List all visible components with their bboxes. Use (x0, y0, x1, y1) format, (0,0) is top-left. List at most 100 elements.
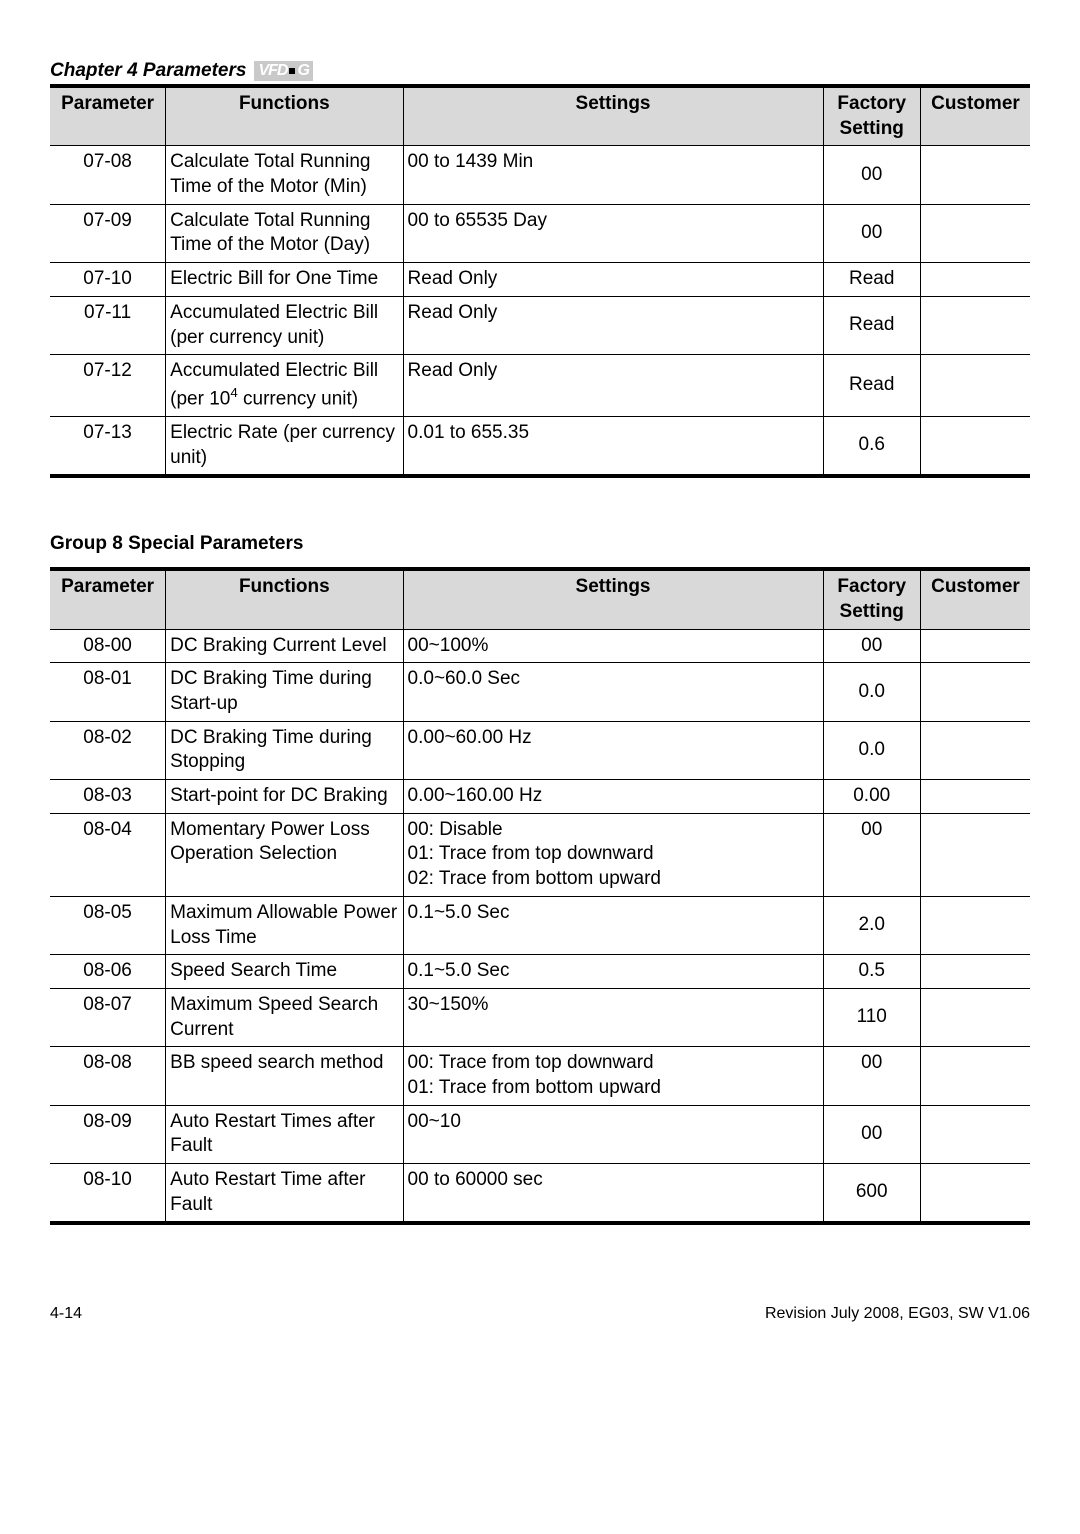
settings-cell: 0.00~160.00 Hz (403, 780, 823, 814)
parameter-cell: 08-01 (50, 663, 166, 721)
table-row: 08-10Auto Restart Time after Fault00 to … (50, 1164, 1030, 1224)
page-number: 4-14 (50, 1305, 82, 1323)
function-cell: Speed Search Time (166, 955, 403, 989)
factory-setting-cell: 0.0 (823, 721, 920, 779)
customer-cell (920, 629, 1030, 663)
settings-cell: 0.1~5.0 Sec (403, 896, 823, 954)
settings-cell: 0.1~5.0 Sec (403, 955, 823, 989)
factory-setting-cell: 00 (823, 1047, 920, 1105)
settings-cell: 0.0~60.0 Sec (403, 663, 823, 721)
parameter-cell: 07-12 (50, 355, 166, 417)
factory-setting-cell: 00 (823, 204, 920, 262)
factory-setting-cell: 0.6 (823, 416, 920, 476)
function-cell: DC Braking Current Level (166, 629, 403, 663)
parameter-cell: 08-06 (50, 955, 166, 989)
customer-cell (920, 813, 1030, 896)
factory-setting-cell: Read (823, 296, 920, 354)
table-row: 07-12Accumulated Electric Bill (per 104 … (50, 355, 1030, 417)
col-functions: Functions (166, 569, 403, 629)
parameter-cell: 08-10 (50, 1164, 166, 1224)
customer-cell (920, 204, 1030, 262)
parameter-cell: 07-09 (50, 204, 166, 262)
customer-cell (920, 355, 1030, 417)
col-settings: Settings (403, 86, 823, 146)
factory-setting-cell: 00 (823, 813, 920, 896)
function-cell: Calculate Total Running Time of the Moto… (166, 204, 403, 262)
col-settings: Settings (403, 569, 823, 629)
parameter-cell: 08-07 (50, 988, 166, 1046)
col-customer: Customer (920, 86, 1030, 146)
table-row: 08-06Speed Search Time0.1~5.0 Sec0.5 (50, 955, 1030, 989)
function-cell: DC Braking Time during Stopping (166, 721, 403, 779)
customer-cell (920, 988, 1030, 1046)
customer-cell (920, 721, 1030, 779)
col-functions: Functions (166, 86, 403, 146)
parameter-table-group8: Parameter Functions Settings Factory Set… (50, 567, 1030, 1225)
table-row: 07-08Calculate Total Running Time of the… (50, 146, 1030, 204)
parameter-cell: 08-05 (50, 896, 166, 954)
factory-setting-cell: 00 (823, 1105, 920, 1163)
chapter-title: Chapter 4 Parameters (50, 60, 246, 82)
function-cell: Start-point for DC Braking (166, 780, 403, 814)
function-cell: Accumulated Electric Bill (per 104 curre… (166, 355, 403, 417)
settings-cell: 00: Trace from top downward 01: Trace fr… (403, 1047, 823, 1105)
factory-setting-cell: 00 (823, 629, 920, 663)
function-cell: BB speed search method (166, 1047, 403, 1105)
function-cell: Momentary Power Loss Operation Selection (166, 813, 403, 896)
table-row: 08-00DC Braking Current Level00~100%00 (50, 629, 1030, 663)
table-row: 07-10Electric Bill for One TimeRead Only… (50, 263, 1030, 297)
table-row: 08-04Momentary Power Loss Operation Sele… (50, 813, 1030, 896)
brand-logo: VFDG (254, 61, 312, 81)
parameter-cell: 08-08 (50, 1047, 166, 1105)
table-row: 08-05Maximum Allowable Power Loss Time0.… (50, 896, 1030, 954)
factory-setting-cell: 110 (823, 988, 920, 1046)
parameter-cell: 07-11 (50, 296, 166, 354)
col-parameter: Parameter (50, 569, 166, 629)
customer-cell (920, 1164, 1030, 1224)
customer-cell (920, 896, 1030, 954)
page-footer: 4-14 Revision July 2008, EG03, SW V1.06 (50, 1305, 1030, 1323)
table-header-row: Parameter Functions Settings Factory Set… (50, 86, 1030, 146)
table-row: 08-09Auto Restart Times after Fault00~10… (50, 1105, 1030, 1163)
settings-cell: 0.01 to 655.35 (403, 416, 823, 476)
chapter-header: Chapter 4 Parameters VFDG (50, 60, 1030, 84)
col-customer: Customer (920, 569, 1030, 629)
settings-cell: 00: Disable 01: Trace from top downward … (403, 813, 823, 896)
table-row: 08-02DC Braking Time during Stopping0.00… (50, 721, 1030, 779)
function-cell: Electric Bill for One Time (166, 263, 403, 297)
col-factory: Factory Setting (823, 86, 920, 146)
factory-setting-cell: 0.00 (823, 780, 920, 814)
settings-cell: 00 to 60000 sec (403, 1164, 823, 1224)
settings-cell: 00~10 (403, 1105, 823, 1163)
customer-cell (920, 146, 1030, 204)
settings-cell: 00 to 1439 Min (403, 146, 823, 204)
customer-cell (920, 955, 1030, 989)
parameter-cell: 08-02 (50, 721, 166, 779)
table-row: 07-11Accumulated Electric Bill (per curr… (50, 296, 1030, 354)
settings-cell: 0.00~60.00 Hz (403, 721, 823, 779)
parameter-cell: 07-08 (50, 146, 166, 204)
settings-cell: Read Only (403, 355, 823, 417)
table-row: 08-08BB speed search method00: Trace fro… (50, 1047, 1030, 1105)
customer-cell (920, 416, 1030, 476)
parameter-cell: 08-03 (50, 780, 166, 814)
settings-cell: 00~100% (403, 629, 823, 663)
function-cell: Electric Rate (per currency unit) (166, 416, 403, 476)
function-cell: Auto Restart Times after Fault (166, 1105, 403, 1163)
function-cell: Accumulated Electric Bill (per currency … (166, 296, 403, 354)
factory-setting-cell: 600 (823, 1164, 920, 1224)
factory-setting-cell: 0.5 (823, 955, 920, 989)
table-row: 07-13Electric Rate (per currency unit)0.… (50, 416, 1030, 476)
parameter-cell: 08-00 (50, 629, 166, 663)
table-row: 08-03Start-point for DC Braking0.00~160.… (50, 780, 1030, 814)
parameter-table-group7: Parameter Functions Settings Factory Set… (50, 84, 1030, 478)
customer-cell (920, 263, 1030, 297)
col-factory: Factory Setting (823, 569, 920, 629)
function-cell: Auto Restart Time after Fault (166, 1164, 403, 1224)
function-cell: DC Braking Time during Start-up (166, 663, 403, 721)
table-row: 07-09Calculate Total Running Time of the… (50, 204, 1030, 262)
col-parameter: Parameter (50, 86, 166, 146)
settings-cell: 30~150% (403, 988, 823, 1046)
settings-cell: Read Only (403, 263, 823, 297)
table-row: 08-01DC Braking Time during Start-up0.0~… (50, 663, 1030, 721)
